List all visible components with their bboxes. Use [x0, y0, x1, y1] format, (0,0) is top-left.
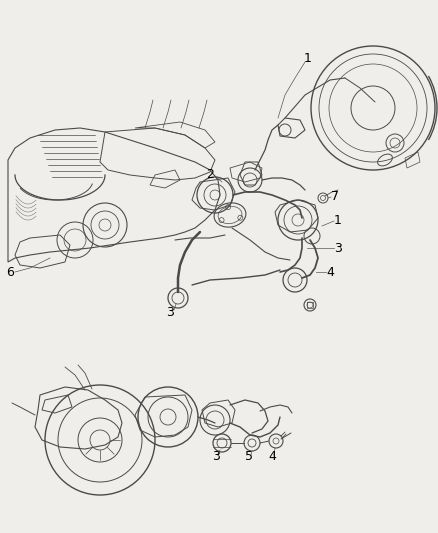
Text: 6: 6	[6, 265, 14, 279]
Text: 4: 4	[268, 450, 276, 464]
Text: 5: 5	[244, 450, 252, 464]
Text: 1: 1	[304, 52, 311, 64]
Text: 2: 2	[205, 168, 213, 182]
Text: 3: 3	[212, 450, 219, 464]
Text: 7: 7	[330, 190, 338, 203]
Text: 1: 1	[333, 214, 341, 227]
Text: 3: 3	[166, 305, 173, 319]
Text: 3: 3	[333, 241, 341, 254]
Text: 4: 4	[325, 265, 333, 279]
